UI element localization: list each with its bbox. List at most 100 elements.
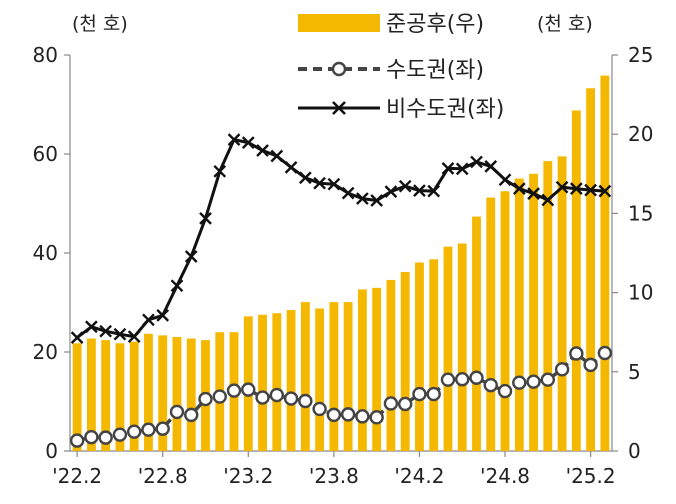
bar-series <box>72 75 610 452</box>
data-point <box>512 375 527 390</box>
data-point <box>526 374 541 389</box>
data-point <box>269 387 285 403</box>
data-point <box>498 173 512 187</box>
bar <box>529 173 538 452</box>
bar <box>429 259 439 451</box>
x-tick-label: '22.2 <box>52 464 102 488</box>
data-point <box>169 404 185 420</box>
bar <box>372 287 382 451</box>
bar <box>500 191 510 451</box>
data-point <box>98 430 113 445</box>
legend-swatch-capital-marker <box>331 61 347 77</box>
series-line <box>76 138 606 339</box>
left-tick-label: 60 <box>33 142 58 166</box>
bar <box>443 246 453 451</box>
data-point <box>427 184 441 198</box>
data-point <box>227 133 241 146</box>
data-point <box>213 164 227 178</box>
line-series <box>69 133 613 448</box>
data-point <box>270 149 284 163</box>
bar <box>457 243 467 451</box>
right-axis-unit: (천 호) <box>537 13 593 35</box>
data-point <box>512 182 526 195</box>
data-point <box>142 313 155 327</box>
legend-swatch-bar <box>298 14 380 32</box>
left-tick-label: 40 <box>33 241 58 265</box>
data-point <box>184 407 199 423</box>
bar <box>258 314 267 451</box>
bar <box>400 272 410 451</box>
data-point <box>141 422 156 437</box>
data-point <box>327 177 341 191</box>
data-point <box>312 401 327 417</box>
data-point <box>298 171 312 185</box>
bar <box>315 308 325 451</box>
bar <box>129 341 139 451</box>
bar <box>386 279 396 451</box>
data-point <box>569 182 583 195</box>
data-point <box>398 179 412 193</box>
data-point <box>355 409 370 424</box>
bar <box>72 343 82 451</box>
data-point <box>184 250 198 263</box>
data-point <box>497 383 513 399</box>
data-point <box>384 185 398 198</box>
right-tick-label: 25 <box>628 43 653 67</box>
legend-label-bar: 준공후(우) <box>386 12 484 37</box>
bar <box>101 340 111 451</box>
bar <box>186 338 196 451</box>
data-point <box>113 327 127 341</box>
left-tick-label: 80 <box>33 43 58 67</box>
data-point <box>554 362 570 377</box>
bar <box>300 302 310 451</box>
data-point <box>69 433 85 448</box>
bar <box>144 333 153 451</box>
data-point <box>369 410 384 425</box>
data-point <box>370 194 384 207</box>
data-point <box>397 396 413 412</box>
right-tick-label: 0 <box>628 439 641 463</box>
legend-label-capital: 수도권(좌) <box>386 58 484 83</box>
right-tick-label: 10 <box>628 281 653 305</box>
data-point <box>85 320 98 334</box>
x-tick-label: '23.2 <box>223 464 273 488</box>
bar <box>600 75 610 451</box>
axis-ticks: 0 20 40 60 80 0 5 10 15 20 25 '22.2 '22.8 '23.2 '23.8 '… <box>33 43 654 488</box>
right-tick-label: 5 <box>628 360 641 384</box>
data-point <box>569 346 584 361</box>
data-point <box>155 421 170 436</box>
data-point <box>283 391 299 406</box>
x-tick-label: '24.2 <box>394 464 444 488</box>
legend: 준공후(우) 수도권(좌) 비수도권(좌) <box>298 12 504 122</box>
data-point <box>540 372 556 387</box>
data-point <box>383 396 399 411</box>
right-tick-label: 15 <box>628 201 653 225</box>
data-point <box>241 382 256 397</box>
bar <box>543 161 553 452</box>
bar <box>158 335 168 451</box>
data-point <box>99 324 113 338</box>
data-point <box>199 212 212 225</box>
bar <box>86 338 96 451</box>
data-point <box>441 162 455 175</box>
data-point <box>527 187 540 200</box>
data-point <box>470 155 483 169</box>
data-point <box>484 160 498 173</box>
legend-label-noncapital: 비수도권(좌) <box>386 97 504 122</box>
data-point <box>340 407 356 422</box>
bar <box>272 313 282 451</box>
x-tick-label: '25.2 <box>566 464 616 488</box>
bar <box>571 110 581 451</box>
bar <box>415 262 424 451</box>
data-point <box>583 357 598 373</box>
data-point <box>455 372 470 387</box>
data-point <box>455 162 469 176</box>
data-point <box>241 136 255 149</box>
data-point <box>84 429 99 445</box>
bar <box>172 336 182 451</box>
data-point <box>70 331 84 344</box>
data-point <box>298 393 313 409</box>
data-point <box>198 391 213 407</box>
bar <box>557 156 567 451</box>
data-point <box>440 372 456 387</box>
